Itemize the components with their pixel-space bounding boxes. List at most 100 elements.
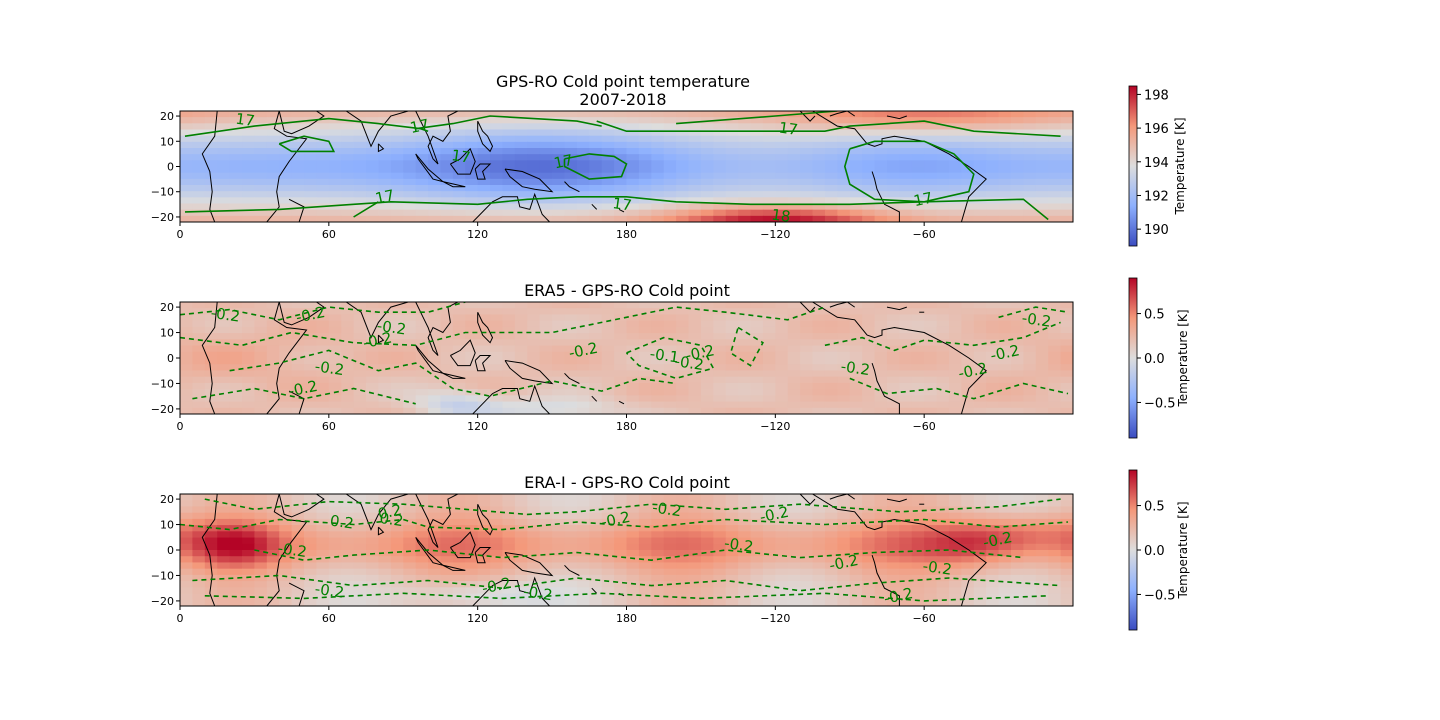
- heat-cell: [242, 512, 256, 520]
- heat-cell: [899, 154, 913, 161]
- heat-cell: [1060, 550, 1073, 557]
- heat-cell: [700, 135, 714, 143]
- heat-cell: [279, 345, 293, 353]
- heat-cell: [254, 531, 268, 539]
- heat-cell: [750, 543, 764, 551]
- heat-cell: [713, 531, 727, 539]
- heat-cell: [688, 351, 702, 359]
- heat-cell: [911, 185, 925, 192]
- heat-cell: [1048, 185, 1062, 192]
- heat-cell: [1010, 178, 1024, 186]
- heat-cell: [229, 185, 243, 192]
- heat-cell: [713, 123, 727, 131]
- heat-cell: [1010, 395, 1024, 403]
- heat-cell: [428, 129, 442, 137]
- heat-cell: [614, 587, 628, 595]
- heat-cell: [527, 320, 541, 328]
- heat-cell: [328, 123, 342, 131]
- heat-cell: [626, 135, 640, 143]
- heat-cell: [961, 326, 975, 334]
- heat-cell: [279, 302, 293, 309]
- heat-cell: [824, 525, 838, 532]
- heat-cell: [812, 160, 826, 168]
- heat-cell: [316, 370, 330, 378]
- heat-cell: [180, 543, 193, 551]
- heat-cell: [514, 574, 528, 582]
- heat-cell: [961, 148, 975, 155]
- heat-cell: [812, 302, 826, 309]
- heat-cell: [651, 494, 665, 501]
- heat-cell: [204, 494, 218, 501]
- heat-cell: [725, 376, 739, 384]
- heat-cell: [812, 574, 826, 582]
- heat-cell: [279, 166, 293, 174]
- heat-cell: [886, 117, 900, 124]
- heat-cell: [291, 531, 305, 539]
- heat-cell: [390, 160, 404, 168]
- heat-cell: [924, 401, 938, 409]
- heat-cell: [676, 197, 690, 205]
- contour-label: -0.2: [1021, 309, 1053, 331]
- heat-cell: [899, 320, 913, 328]
- heat-cell: [242, 556, 256, 564]
- contour-line: [625, 336, 715, 380]
- heat-cell: [564, 148, 578, 155]
- heat-cell: [899, 209, 913, 217]
- heat-cell: [713, 129, 727, 137]
- heat-cell: [452, 123, 466, 131]
- heat-cell: [502, 574, 516, 582]
- coastline: [462, 384, 550, 414]
- heat-cell: [663, 215, 677, 222]
- heat-cell: [676, 166, 690, 174]
- heat-cell: [676, 203, 690, 211]
- heat-cell: [614, 593, 628, 601]
- heat-cell: [614, 203, 628, 211]
- heat-cell: [700, 129, 714, 137]
- heat-cell: [440, 525, 454, 532]
- heat-cell: [1010, 148, 1024, 155]
- heat-cell: [1023, 197, 1037, 205]
- heat-cell: [762, 160, 776, 168]
- heat-cell: [341, 160, 355, 168]
- heat-cell: [986, 537, 1000, 545]
- heat-cell: [1023, 550, 1037, 557]
- heat-cell: [924, 185, 938, 192]
- heat-cell: [564, 333, 578, 340]
- heat-cell: [787, 308, 801, 316]
- heat-cell: [304, 568, 318, 576]
- heat-cell: [911, 351, 925, 359]
- heat-cell: [254, 320, 268, 328]
- heat-cell: [899, 166, 913, 174]
- heat-cell: [936, 550, 950, 557]
- coastline: [449, 531, 476, 559]
- heat-cell: [973, 135, 987, 143]
- heat-cell: [862, 135, 876, 143]
- heat-cell: [353, 333, 367, 340]
- heat-cell: [229, 129, 243, 137]
- heat-cell: [874, 382, 888, 390]
- heat-cell: [576, 339, 590, 347]
- y-tick-label: 10: [160, 519, 174, 532]
- heat-cell: [762, 129, 776, 137]
- heat-cell: [998, 178, 1012, 186]
- heat-cell: [217, 407, 231, 414]
- heat-cell: [229, 135, 243, 143]
- heat-cell: [762, 320, 776, 328]
- heat-cell: [415, 518, 429, 526]
- heat-cell: [973, 395, 987, 403]
- heat-cell: [589, 154, 603, 161]
- heat-cell: [924, 320, 938, 328]
- x-tick-label: 180: [616, 420, 637, 433]
- heat-cell: [725, 581, 739, 588]
- heat-cell: [217, 364, 231, 372]
- heat-cell: [304, 581, 318, 588]
- coastline: [871, 171, 900, 222]
- heat-cell: [948, 581, 962, 588]
- heat-cell: [440, 543, 454, 551]
- heat-cell: [676, 191, 690, 198]
- heat-cell: [626, 308, 640, 316]
- heat-cell: [638, 308, 652, 316]
- heat-cell: [428, 370, 442, 378]
- heat-cell: [800, 129, 814, 137]
- heat-cell: [254, 599, 268, 606]
